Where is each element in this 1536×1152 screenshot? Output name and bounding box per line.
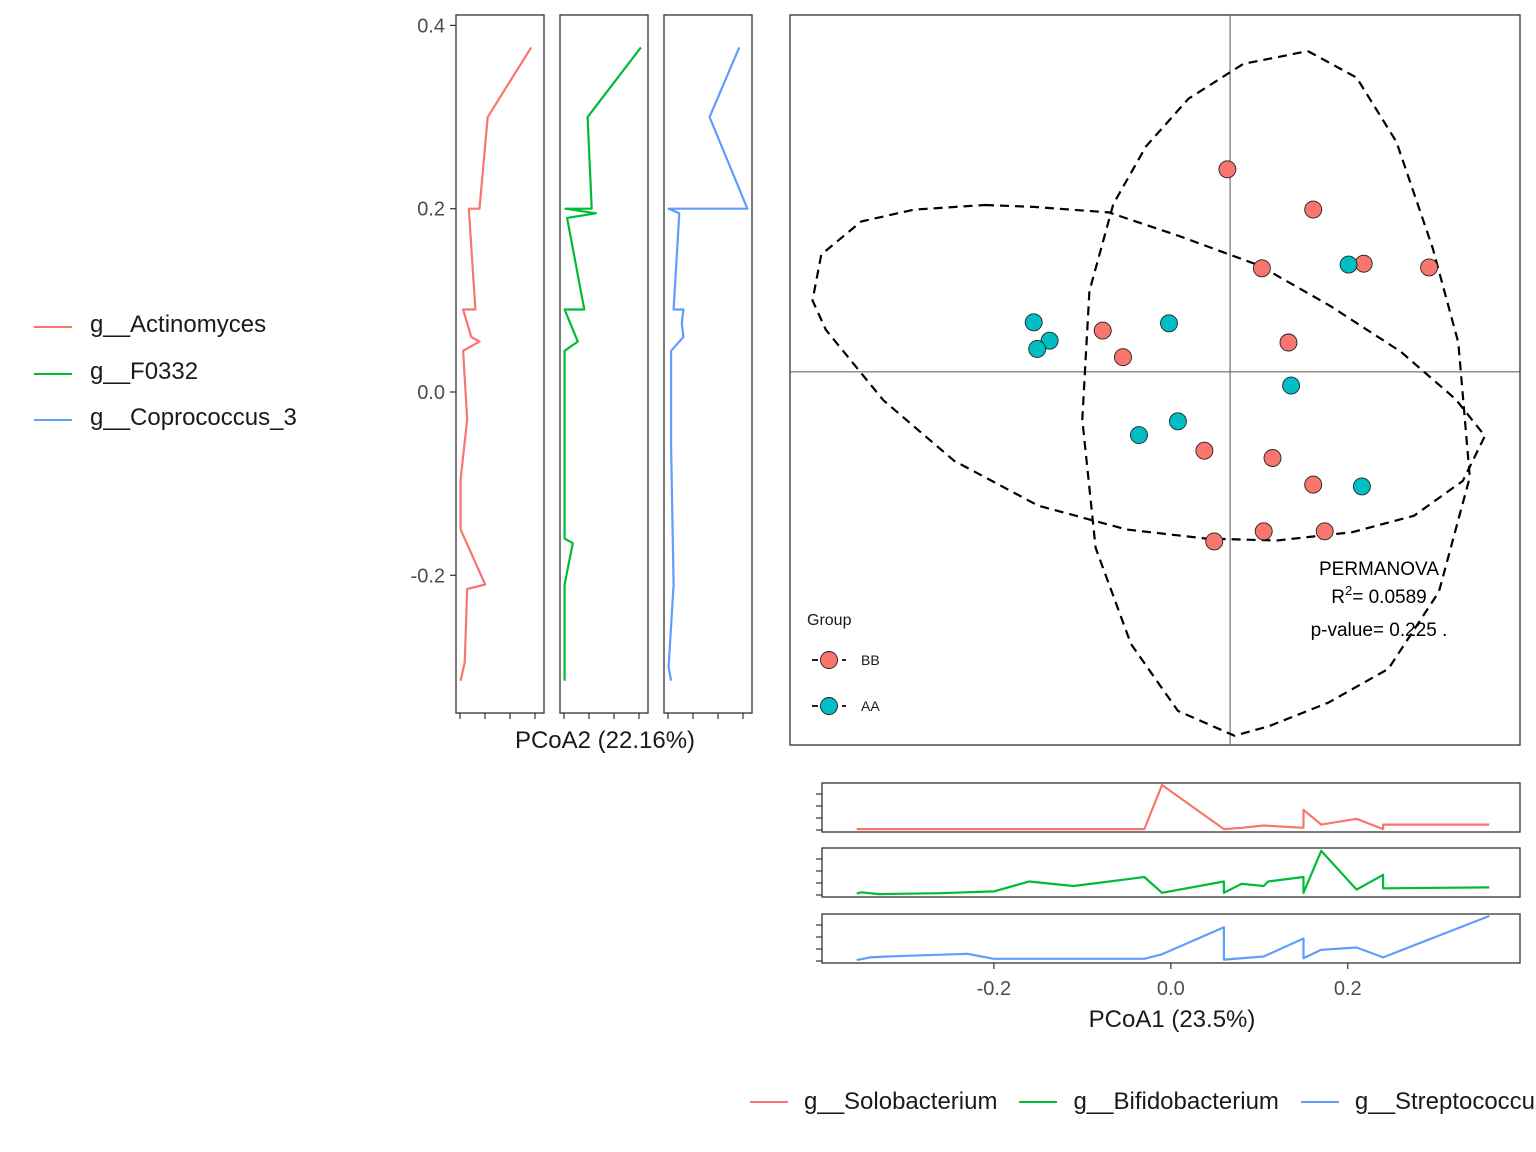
left-legend-label: g__F0332	[90, 357, 199, 385]
confidence-ellipse-bb	[1081, 50, 1471, 737]
left-species-legend: g__Actinomyces g__F0332 g__Coprococcus_3	[34, 308, 297, 448]
point-aa	[1282, 376, 1301, 395]
point-aa	[1168, 412, 1187, 431]
y-axis-tick-label: 0.0	[417, 382, 445, 404]
bottom-panel-2	[816, 847, 1521, 898]
point-aa	[1339, 255, 1358, 274]
left-legend-key	[34, 372, 72, 375]
permanova-title: PERMANOVA	[1319, 559, 1439, 580]
bottom-legend-item: g__Streptococcus	[1300, 1088, 1536, 1116]
point-bb	[1218, 160, 1237, 179]
point-aa	[1352, 477, 1371, 496]
point-bb	[1354, 254, 1373, 273]
main-scatter-panel	[789, 14, 1521, 746]
left-panel-border	[559, 14, 649, 714]
bottom-margin-panels: -0.2 0.0 0.2	[816, 782, 1521, 1000]
x-axis-tick-label: 0.2	[1334, 978, 1362, 1000]
point-bb	[1263, 449, 1282, 467]
x-axis-tick-label: -0.2	[977, 978, 1011, 1000]
left-series-line-g-coprococcus-3	[667, 46, 749, 681]
permanova-p-value: p-value= 0.225 .	[1311, 620, 1448, 641]
group-legend-key-bb	[820, 651, 838, 669]
bottom-series-line-g-solobacterium	[856, 783, 1490, 831]
left-panel-border	[663, 14, 753, 714]
point-aa	[1028, 339, 1047, 358]
left-legend-item: g__Actinomyces	[34, 308, 297, 355]
point-bb	[1252, 259, 1271, 278]
bottom-panel-1	[816, 782, 1521, 833]
left-legend-label: g__Actinomyces	[90, 311, 267, 339]
point-bb	[1420, 258, 1439, 277]
y-axis-tick-label: -0.2	[411, 565, 445, 587]
main-panel-border	[789, 14, 1521, 746]
point-bb	[1254, 522, 1273, 541]
group-legend-key-aa	[820, 697, 838, 715]
point-bb	[1205, 532, 1224, 551]
bottom-axis-title: PCoA1 (23.5%)	[1089, 1006, 1256, 1033]
left-legend-key	[34, 326, 72, 329]
bottom-legend-item: g__Solobacterium	[750, 1088, 997, 1116]
point-aa	[1040, 331, 1059, 350]
bottom-legend-key	[750, 1101, 788, 1103]
group-legend-label: BB	[861, 652, 880, 668]
left-series-line-g-f0332	[563, 46, 642, 681]
point-bb	[1315, 522, 1334, 541]
permanova-annotation: PERMANOVA R2= 0.0589 p-value= 0.225 .	[1311, 559, 1448, 641]
left-legend-item: g__F0332	[34, 355, 297, 402]
left-panel-2	[559, 14, 649, 719]
group-legend-label: AA	[861, 698, 880, 714]
bottom-series-line-g-streptococcus	[856, 914, 1490, 962]
left-series-line-g-actinomyces	[459, 46, 533, 681]
y-axis-tick-label: 0.2	[417, 199, 445, 221]
left-legend-key	[34, 419, 72, 422]
point-bb	[1304, 200, 1323, 219]
left-panel-1	[455, 14, 545, 719]
bottom-panel-border	[821, 913, 1521, 964]
x-axis-tick-label: 0.0	[1157, 978, 1185, 1000]
left-panel-3	[663, 14, 753, 719]
bottom-species-legend: g__Solobacterium g__Bifidobacterium g__Str…	[750, 1082, 1536, 1122]
permanova-r2: R2= 0.0589	[1331, 583, 1426, 608]
left-margin-panels: 0.4 0.2 0.0 -0.2	[411, 14, 753, 719]
bottom-legend-key	[1300, 1101, 1339, 1103]
group-legend: Group BB AA	[807, 612, 880, 715]
group-legend-title: Group	[807, 612, 852, 629]
bottom-legend-label: g__Streptococcus	[1354, 1088, 1536, 1115]
point-bb	[1279, 333, 1298, 352]
point-bb	[1093, 321, 1112, 340]
point-aa	[1160, 314, 1178, 333]
bottom-panel-3	[816, 913, 1521, 964]
bottom-legend-label: g__Solobacterium	[804, 1088, 998, 1115]
point-aa	[1024, 313, 1043, 332]
point-bb	[1114, 348, 1132, 367]
left-panel-border	[455, 14, 545, 714]
point-bb	[1195, 441, 1214, 460]
y-axis-tick-label: 0.4	[417, 15, 445, 37]
left-axis-title: PCoA2 (22.16%)	[515, 727, 695, 754]
bottom-legend-key	[1019, 1101, 1058, 1103]
point-aa	[1130, 426, 1148, 445]
bottom-legend-label: g__Bifidobacterium	[1073, 1088, 1279, 1115]
confidence-ellipse-aa	[811, 203, 1486, 542]
bottom-legend-item: g__Bifidobacterium	[1019, 1088, 1279, 1116]
left-legend-item: g__Coprococcus_3	[34, 401, 297, 448]
bottom-panel-border	[821, 847, 1521, 898]
left-legend-label: g__Coprococcus_3	[90, 404, 297, 432]
point-bb	[1304, 475, 1323, 494]
bottom-series-line-g-bifidobacterium	[856, 849, 1490, 896]
